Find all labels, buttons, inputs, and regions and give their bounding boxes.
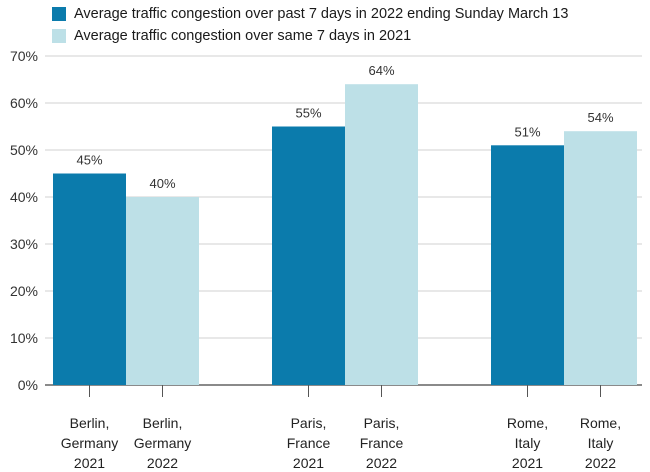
bar <box>53 173 126 385</box>
x-tick-label-line: 2022 <box>366 455 397 471</box>
data-label: 40% <box>149 176 175 191</box>
bar <box>272 126 345 385</box>
data-label: 54% <box>587 110 613 125</box>
y-tick-label: 50% <box>10 142 38 158</box>
x-tick-label-line: France <box>360 435 404 451</box>
y-tick-label: 10% <box>10 330 38 346</box>
x-tick-label-line: 2021 <box>293 455 324 471</box>
data-label: 55% <box>295 106 321 121</box>
x-tick-label: Berlin, Germany 2022 <box>134 415 192 471</box>
x-tick-label-line: Italy <box>588 435 614 451</box>
bar <box>126 197 199 385</box>
x-tick-label-line: France <box>287 435 331 451</box>
x-tick-label-line: Berlin, <box>70 415 110 431</box>
x-tick-label-line: Rome, <box>580 415 621 431</box>
x-tick-label-line: Germany <box>61 435 119 451</box>
y-tick-label: 40% <box>10 189 38 205</box>
y-tick-label: 60% <box>10 95 38 111</box>
x-tick-label-line: 2021 <box>74 455 105 471</box>
x-tick-label: Rome, Italy 2021 <box>507 415 548 471</box>
legend-item-series-2: Average traffic congestion over same 7 d… <box>52 25 568 47</box>
bar <box>345 84 418 385</box>
legend-swatch-series-2 <box>52 29 66 43</box>
x-tick-label-line: Germany <box>134 435 192 451</box>
x-tick-label-line: 2021 <box>512 455 543 471</box>
legend-label-series-2: Average traffic congestion over same 7 d… <box>74 28 412 44</box>
legend-item-series-1: Average traffic congestion over past 7 d… <box>52 3 568 25</box>
data-label: 64% <box>368 63 394 78</box>
x-tick-label-line: Paris, <box>364 415 400 431</box>
x-tick-label-line: Rome, <box>507 415 548 431</box>
y-tick-label: 0% <box>18 377 38 393</box>
legend: Average traffic congestion over past 7 d… <box>52 3 568 47</box>
legend-swatch-series-1 <box>52 7 66 21</box>
x-tick-label: Paris, France 2021 <box>287 415 331 471</box>
bar <box>491 145 564 385</box>
x-tick-label-line: 2022 <box>585 455 616 471</box>
data-label: 45% <box>76 153 102 168</box>
y-tick-label: 30% <box>10 236 38 252</box>
y-tick-label: 70% <box>10 48 38 64</box>
data-label: 51% <box>514 124 540 139</box>
x-tick-label: Paris, France 2022 <box>360 415 404 471</box>
legend-label-series-1: Average traffic congestion over past 7 d… <box>74 6 569 22</box>
x-tick-label-line: Italy <box>515 435 541 451</box>
x-tick-label-line: 2022 <box>147 455 178 471</box>
bar <box>564 131 637 385</box>
x-tick-label-line: Berlin, <box>143 415 183 431</box>
x-tick-label-line: Paris, <box>291 415 327 431</box>
x-tick-label: Berlin, Germany 2021 <box>61 415 119 471</box>
y-tick-label: 20% <box>10 283 38 299</box>
x-tick-label: Rome, Italy 2022 <box>580 415 621 471</box>
